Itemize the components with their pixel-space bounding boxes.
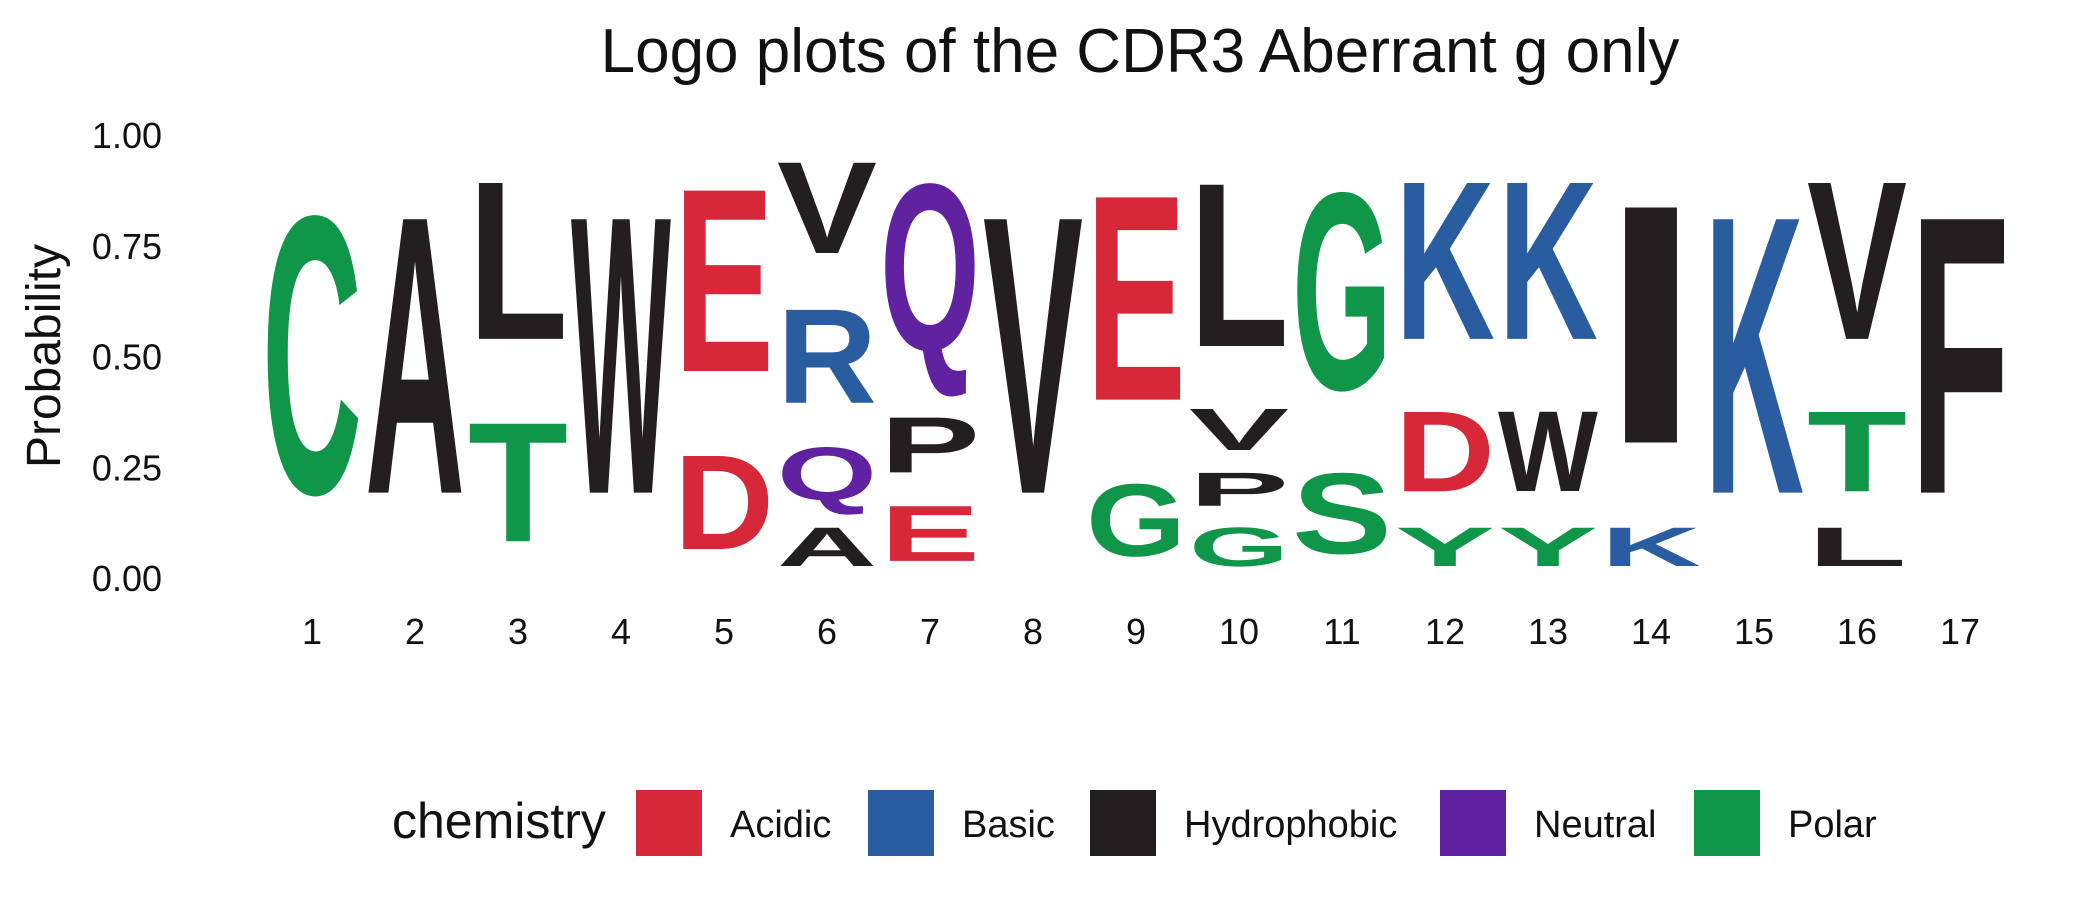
- logo-letter: W: [571, 133, 672, 577]
- logo-letter: P: [880, 401, 980, 490]
- logo-letter: Q: [880, 134, 980, 400]
- x-tick-label: 8: [1023, 611, 1043, 652]
- logo-letter: I: [1601, 134, 1701, 516]
- legend-label: Neutral: [1534, 804, 1657, 846]
- logo-letter: K: [1498, 134, 1598, 387]
- x-tick-label: 6: [817, 611, 837, 652]
- x-tick-label: 17: [1940, 611, 1980, 652]
- logo-letter: T: [468, 388, 568, 578]
- logo-letter: D: [674, 426, 774, 577]
- x-tick-label: 11: [1323, 611, 1360, 652]
- logo-letter: F: [1910, 134, 2010, 577]
- x-tick-label: 1: [302, 611, 322, 652]
- y-tick-label: 0.00: [92, 558, 162, 599]
- legend-label: Hydrophobic: [1184, 804, 1397, 846]
- logo-letter: E: [880, 489, 980, 578]
- x-tick-label: 9: [1126, 611, 1146, 652]
- legend-entry: Neutral: [1440, 790, 1657, 856]
- logo-letter: A: [365, 135, 465, 578]
- logo-letter: Y: [1395, 516, 1495, 578]
- y-tick-label: 0.50: [92, 337, 162, 378]
- logo-letter: G: [1086, 462, 1186, 578]
- x-tick-label: 15: [1734, 611, 1774, 652]
- x-tick-label: 12: [1425, 611, 1465, 652]
- logo-letter: K: [1395, 134, 1495, 387]
- logo-letter: E: [674, 135, 774, 427]
- logo-letter: Y: [1498, 516, 1598, 578]
- legend-entry: Basic: [868, 790, 1055, 856]
- x-tick-label: 4: [611, 611, 631, 652]
- x-tick-label: 7: [920, 611, 940, 652]
- logo-letter: R: [777, 280, 877, 431]
- logo-letter: T: [1807, 387, 1907, 516]
- x-tick-label: 16: [1837, 611, 1877, 652]
- chart-title: Logo plots of the CDR3 Aberrant g only: [601, 17, 1680, 86]
- legend: chemistry Acidic Basic Hydrophobic Neutral P…: [392, 790, 1877, 856]
- logo-letter: L: [1189, 134, 1289, 396]
- logo-letter: A: [777, 516, 877, 578]
- logo-letter: S: [1292, 450, 1392, 578]
- x-tick-label: 14: [1631, 611, 1671, 652]
- logo-letter: V: [777, 135, 877, 281]
- logo-letter: V: [983, 133, 1084, 578]
- legend-key: [868, 790, 934, 856]
- legend-label: Acidic: [730, 804, 831, 846]
- legend-entry: Acidic: [636, 790, 831, 856]
- y-tick-label: 0.25: [92, 447, 162, 488]
- x-tick-label: 2: [405, 611, 425, 652]
- logo-letter: K: [1704, 135, 1804, 578]
- x-tick-label: 13: [1528, 611, 1568, 652]
- logo-letter: P: [1189, 462, 1289, 516]
- legend-key: [1694, 790, 1760, 856]
- logo-letter: V: [1189, 397, 1289, 463]
- logo-letter: Q: [777, 432, 877, 516]
- logo-letter: W: [1498, 388, 1598, 516]
- x-tick-label: 5: [714, 611, 734, 652]
- logo-letter: L: [468, 134, 568, 387]
- logo-letter: K: [1601, 516, 1701, 578]
- logo-letter: V: [1807, 134, 1907, 388]
- legend-key: [636, 790, 702, 856]
- logo-letter: E: [1086, 135, 1186, 463]
- logo-letter: G: [1189, 515, 1289, 577]
- x-tick-label: 10: [1219, 611, 1259, 652]
- legend-entry: Hydrophobic: [1090, 790, 1397, 856]
- x-tick-label: 3: [508, 611, 528, 652]
- legend-key: [1090, 790, 1156, 856]
- legend-label: Basic: [962, 804, 1055, 846]
- logo-letter: L: [1807, 516, 1907, 578]
- logo-letter: D: [1395, 387, 1495, 515]
- logo-letter: C: [262, 135, 362, 578]
- x-axis-ticks: 1 2 3 4 5 6 7 8 9 10 11 12 13 14 15 16 17: [302, 611, 1980, 652]
- legend-entry: Polar: [1694, 790, 1877, 856]
- logo-letter: G: [1292, 135, 1392, 449]
- legend-label: Polar: [1788, 804, 1877, 846]
- y-tick-label: 1.00: [92, 115, 162, 156]
- y-axis-label: Probability: [18, 244, 71, 468]
- y-tick-label: 0.75: [92, 226, 162, 267]
- legend-title: chemistry: [392, 793, 606, 849]
- legend-entries: Acidic Basic Hydrophobic Neutral Polar: [636, 790, 1877, 856]
- y-axis-ticks: 0.00 0.25 0.50 0.75 1.00: [92, 115, 162, 599]
- legend-key: [1440, 790, 1506, 856]
